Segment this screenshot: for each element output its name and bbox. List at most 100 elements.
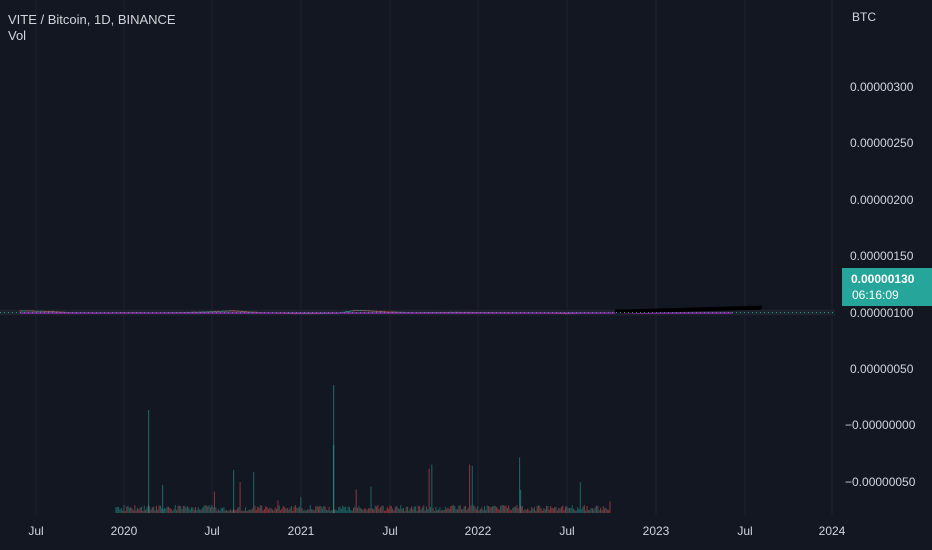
volume-bar: [462, 508, 464, 513]
candle-body: [308, 313, 310, 315]
candle-body: [46, 311, 48, 312]
volume-bar: [251, 508, 253, 513]
volume-bar: [527, 508, 529, 513]
volume-bar: [474, 506, 476, 513]
volume-bar: [547, 505, 549, 513]
volume-bar: [118, 506, 120, 513]
volume-bar: [159, 505, 161, 513]
volume-bar: [192, 507, 194, 513]
volume-spike: [148, 410, 150, 513]
candle-body: [232, 310, 234, 312]
candle-body: [193, 311, 195, 313]
candle-body: [216, 311, 218, 312]
volume-bar: [420, 509, 422, 513]
volume-bar: [115, 507, 117, 513]
volume-bar: [203, 506, 205, 513]
candle-body: [235, 310, 237, 312]
volume-bar: [509, 509, 511, 513]
candle-body: [246, 311, 248, 313]
volume-bar: [384, 510, 386, 513]
volume-bar: [543, 508, 545, 513]
volume-bar: [375, 506, 377, 513]
volume-bar: [365, 508, 367, 513]
candle-body: [378, 311, 380, 312]
volume-bar: [405, 506, 407, 513]
volume-bar: [465, 506, 467, 513]
x-tick-label: 2021: [287, 524, 315, 538]
volume-bar: [180, 506, 182, 513]
volume-bar: [608, 509, 610, 513]
volume-bar: [371, 508, 373, 513]
volume-bar: [521, 506, 523, 513]
volume-bar: [309, 505, 311, 513]
candle-body: [204, 311, 206, 313]
volume-bar: [292, 510, 294, 513]
candle-body: [209, 311, 211, 313]
volume-bar: [440, 510, 442, 513]
candle-body: [234, 310, 236, 312]
volume-bar: [505, 505, 507, 513]
symbol-title[interactable]: VITE / Bitcoin, 1D, BINANCE: [8, 12, 176, 27]
chart-grid: [0, 0, 835, 515]
volume-bar: [423, 505, 425, 513]
volume-bar: [197, 507, 199, 513]
volume-bar: [227, 510, 229, 513]
volume-bar: [454, 506, 456, 513]
volume-bar: [401, 508, 403, 513]
volume-bar: [126, 506, 128, 513]
volume-bar: [181, 509, 183, 513]
candle-body: [352, 310, 355, 312]
volume-bar: [444, 506, 446, 513]
volume-bar: [231, 510, 233, 513]
volume-bar: [540, 508, 542, 513]
volume-bar: [517, 508, 519, 513]
volume-bar: [267, 509, 269, 513]
volume-bar: [116, 506, 118, 513]
volume-bar: [324, 506, 326, 513]
y-tick-label: 0.00000200: [850, 193, 914, 207]
candle-body: [224, 310, 226, 312]
volume-bar: [593, 509, 595, 513]
volume-bar: [123, 505, 125, 513]
volume-bar: [158, 505, 160, 513]
volume-bar: [209, 507, 211, 513]
volume-bar: [429, 507, 431, 513]
volume-bar: [452, 505, 454, 513]
volume-bar: [558, 508, 560, 513]
volume-bar: [590, 508, 592, 513]
x-tick-label: Jul: [28, 524, 44, 538]
volume-bar: [139, 507, 141, 513]
volume-bar: [286, 507, 288, 513]
volume-bar: [531, 506, 533, 513]
candle-body: [346, 311, 348, 313]
volume-bar: [435, 506, 437, 513]
volume-bar: [223, 507, 225, 513]
volume-label[interactable]: Vol: [8, 28, 27, 43]
candle-body: [43, 311, 45, 312]
volume-bar: [236, 508, 238, 513]
last-price-badge: 0.00000130 06:16:09: [842, 268, 932, 306]
volume-bar: [289, 507, 291, 513]
volume-bar: [205, 505, 207, 513]
candle-body: [240, 311, 242, 313]
volume-bar: [388, 508, 390, 513]
volume-bar: [284, 507, 286, 513]
volume-bar: [370, 486, 372, 513]
volume-bar: [570, 507, 572, 513]
volume-bar: [338, 507, 340, 513]
volume-bar: [409, 508, 411, 513]
volume-bar: [193, 509, 195, 513]
volume-bar: [346, 510, 348, 513]
volume-bar: [438, 509, 440, 513]
volume-bar: [459, 505, 461, 513]
volume-bar: [579, 482, 581, 513]
candle-body: [239, 310, 241, 312]
volume-bar: [411, 506, 413, 513]
candle-body: [212, 311, 214, 313]
candle-body: [366, 310, 368, 312]
volume-bar: [567, 507, 569, 513]
volume-bar: [525, 510, 527, 513]
volume-bar: [358, 506, 360, 513]
volume-bar: [124, 510, 126, 513]
